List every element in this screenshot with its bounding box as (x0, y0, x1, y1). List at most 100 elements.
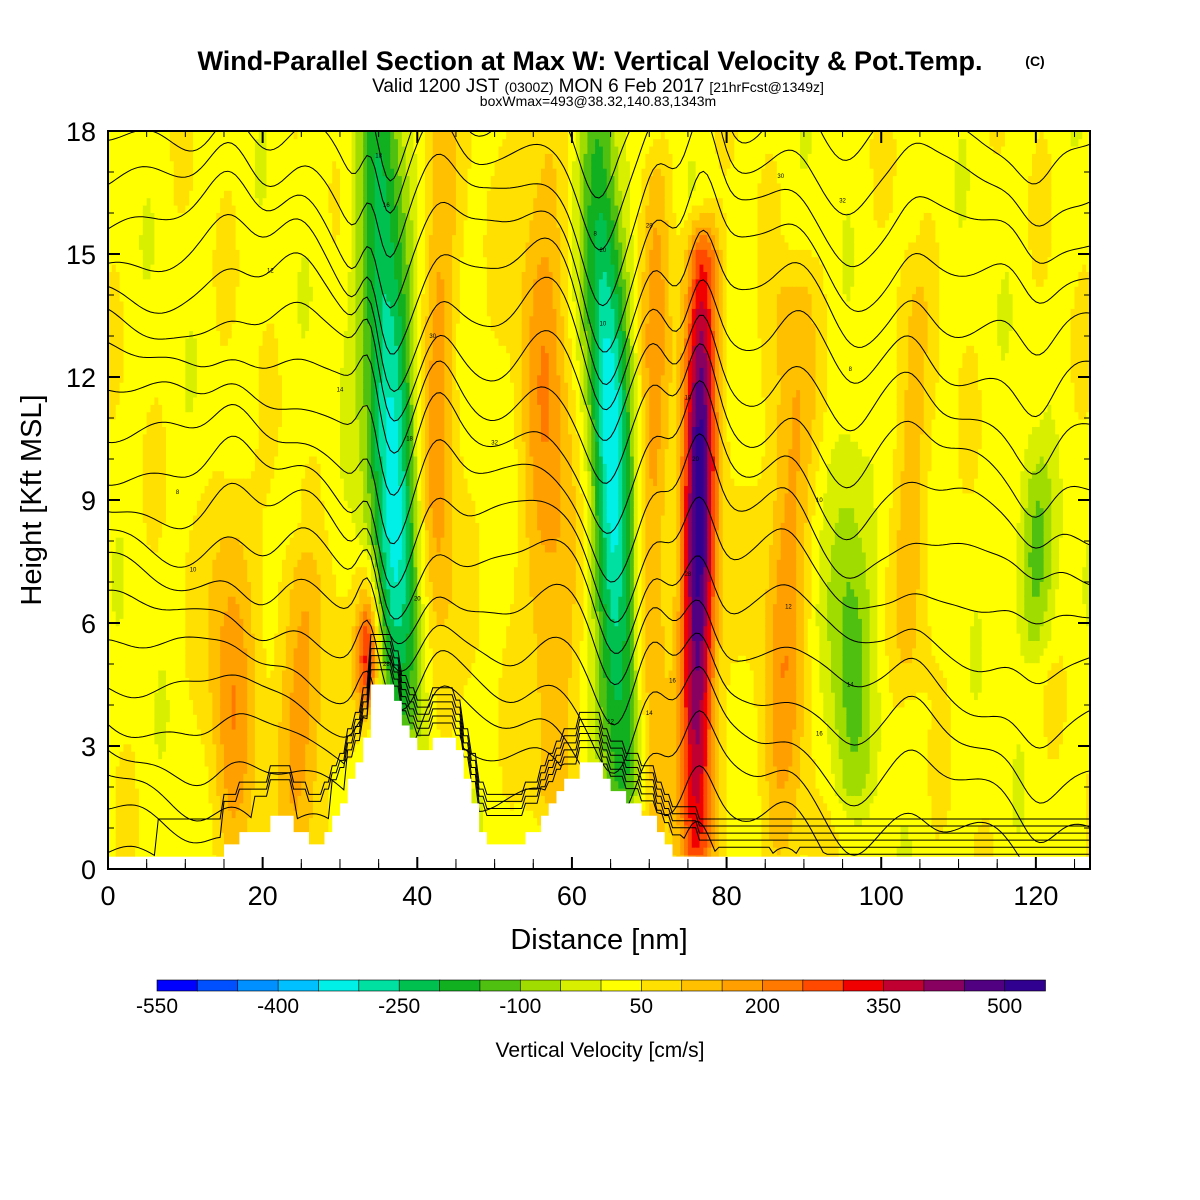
velocity-cell (123, 662, 129, 671)
velocity-cell (123, 669, 129, 678)
velocity-cell (135, 249, 140, 258)
velocity-cell (235, 492, 241, 501)
velocity-cell (119, 411, 125, 420)
velocity-cell (177, 536, 183, 546)
velocity-cell (231, 581, 237, 590)
velocity-cell (262, 817, 268, 826)
velocity-cell (193, 618, 198, 627)
velocity-cell (162, 293, 167, 302)
velocity-cell (254, 477, 260, 487)
velocity-cell (142, 256, 148, 265)
velocity-cell (223, 684, 229, 693)
velocity-cell (247, 691, 252, 701)
velocity-cell (251, 219, 256, 228)
velocity-cell (162, 588, 167, 597)
velocity-cell (169, 271, 175, 280)
velocity-cell (235, 750, 241, 760)
velocity-cell (258, 522, 264, 531)
velocity-cell (123, 750, 129, 760)
velocity-cell (193, 330, 198, 339)
velocity-cell (158, 153, 163, 162)
velocity-cell (123, 455, 129, 464)
velocity-cell (127, 263, 132, 273)
velocity-cell (142, 308, 148, 317)
velocity-cell (169, 477, 175, 487)
velocity-cell (127, 773, 132, 782)
velocity-cell (146, 773, 152, 782)
velocity-cell (196, 691, 202, 701)
velocity-cell (173, 780, 179, 789)
velocity-cell (146, 263, 152, 273)
velocity-cell (223, 677, 229, 686)
velocity-cell (165, 809, 171, 819)
velocity-cell (158, 426, 163, 435)
velocity-cell (165, 625, 171, 634)
velocity-cell (235, 190, 241, 199)
velocity-cell (111, 581, 117, 590)
velocity-cell (231, 500, 237, 509)
velocity-cell (193, 736, 198, 745)
velocity-cell (220, 190, 225, 199)
velocity-cell (212, 603, 218, 612)
velocity-cell (181, 610, 187, 619)
velocity-cell (181, 463, 187, 472)
velocity-cell (131, 507, 136, 516)
velocity-cell (208, 750, 214, 760)
velocity-cell (204, 684, 210, 693)
velocity-cell (262, 795, 268, 804)
velocity-cell (131, 190, 136, 199)
velocity-cell (239, 322, 245, 332)
velocity-cell (227, 352, 233, 361)
velocity-cell (138, 618, 144, 627)
velocity-cell (169, 153, 175, 162)
velocity-cell (173, 256, 179, 265)
velocity-cell (258, 418, 264, 427)
velocity-cell (181, 352, 187, 361)
velocity-cell (254, 278, 260, 287)
velocity-cell (220, 647, 225, 656)
velocity-cell (227, 536, 233, 546)
velocity-cell (165, 300, 171, 309)
velocity-cell (181, 160, 187, 169)
velocity-cell (251, 640, 256, 649)
velocity-cell (165, 839, 171, 848)
velocity-cell (131, 721, 136, 730)
velocity-cell (131, 219, 136, 228)
velocity-cell (227, 610, 233, 619)
velocity-cell (119, 544, 125, 553)
velocity-cell (258, 691, 264, 701)
velocity-cell (196, 824, 202, 833)
velocity-cell (158, 721, 163, 730)
velocity-cell (123, 625, 129, 634)
velocity-cell (235, 514, 241, 523)
velocity-cell (181, 721, 187, 730)
velocity-cell (239, 300, 245, 309)
velocity-cell (177, 750, 183, 760)
velocity-cell (189, 500, 194, 509)
velocity-cell (169, 588, 175, 597)
velocity-cell (258, 396, 264, 405)
velocity-cell (181, 603, 187, 612)
velocity-cell (131, 618, 136, 627)
velocity-cell (196, 160, 202, 169)
velocity-cell (251, 728, 256, 737)
velocity-cell (111, 824, 117, 833)
velocity-cell (208, 492, 214, 501)
velocity-cell (247, 219, 252, 228)
velocity-cell (165, 175, 171, 184)
velocity-cell (185, 581, 190, 590)
velocity-cell (115, 337, 121, 346)
velocity-cell (177, 647, 183, 656)
velocity-cell (227, 625, 233, 634)
velocity-cell (150, 448, 156, 457)
velocity-cell (251, 455, 256, 464)
velocity-cell (173, 345, 179, 354)
velocity-cell (231, 204, 237, 213)
velocity-cell (185, 463, 190, 472)
velocity-cell (254, 182, 260, 191)
velocity-cell (108, 440, 113, 450)
velocity-cell (258, 581, 264, 590)
velocity-cell (154, 588, 160, 597)
velocity-cell (185, 418, 190, 427)
velocity-cell (204, 197, 210, 206)
